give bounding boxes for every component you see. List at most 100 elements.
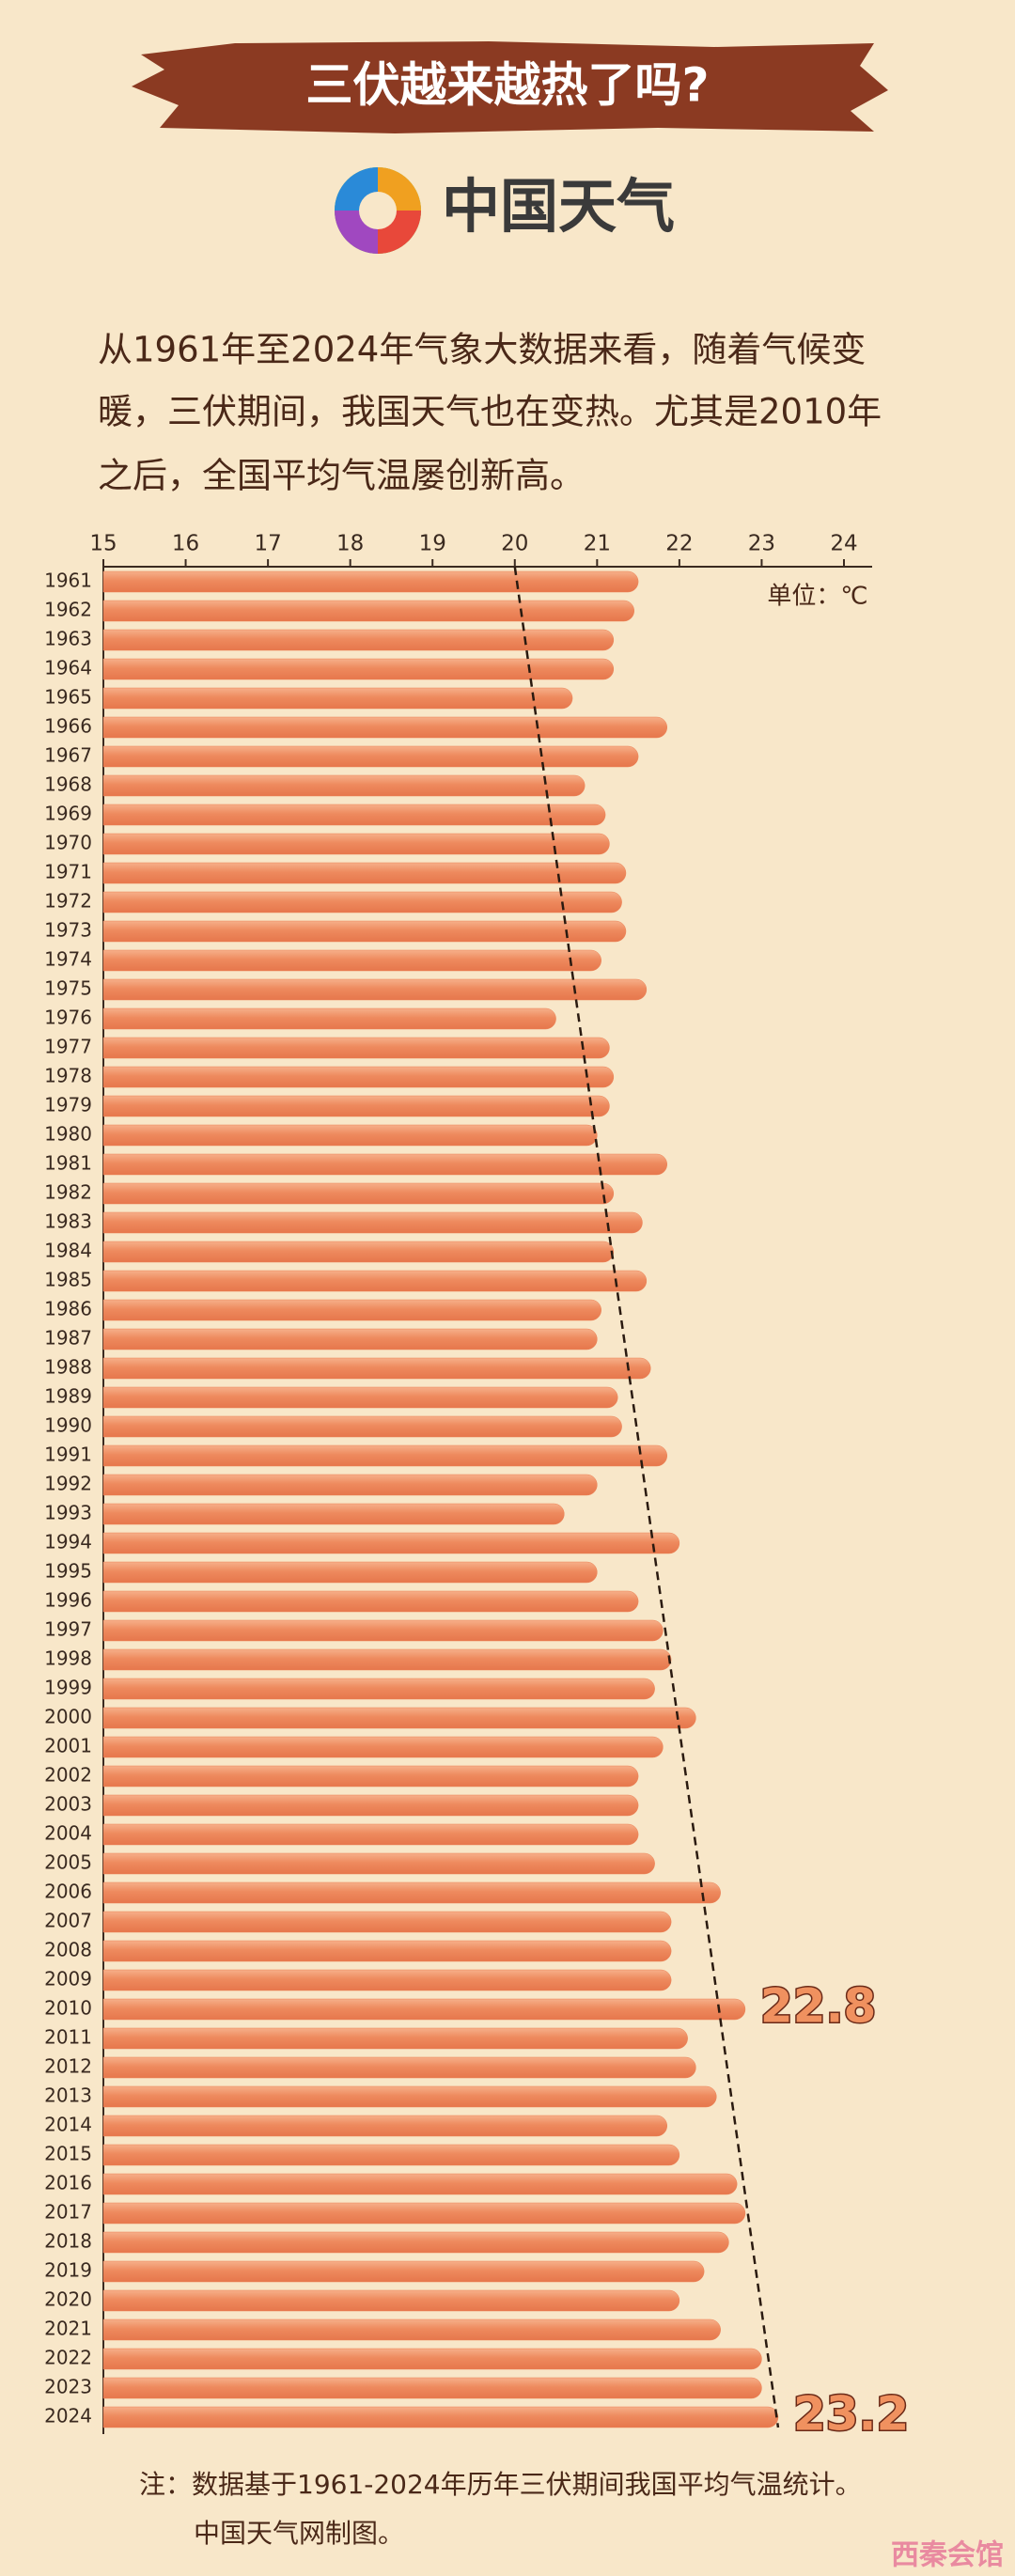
y-tick-label: 1973: [44, 919, 92, 942]
y-tick-label: 2019: [44, 2259, 92, 2282]
bar: [102, 1998, 746, 2021]
y-tick-label: 2012: [44, 2055, 92, 2078]
bar: [102, 1648, 672, 1671]
y-tick-label: 1986: [44, 1298, 92, 1320]
x-tick-label: 23: [748, 532, 775, 556]
y-tick-label: 1983: [44, 1210, 92, 1233]
title-banner: [132, 41, 888, 133]
y-tick-label: 2007: [44, 1910, 92, 1932]
y-tick-label: 1981: [44, 1152, 92, 1175]
y-tick-label: 2021: [44, 2318, 92, 2340]
bar: [102, 687, 573, 710]
bar: [102, 920, 627, 943]
logo-text: 中国天气: [442, 172, 675, 241]
bar: [102, 978, 648, 1001]
x-tick-label: 17: [254, 532, 281, 556]
unit-label: 单位：℃: [767, 583, 867, 611]
bar: [102, 1153, 667, 1176]
bar: [102, 833, 610, 855]
y-tick-label: 2005: [44, 1851, 92, 1874]
y-tick-label: 1964: [44, 657, 92, 679]
bar: [102, 1940, 672, 1962]
bar: [102, 1503, 565, 1525]
intro-line: 从1961年至2024年气象大数据来看，随着气候变: [98, 330, 866, 370]
bar: [102, 1678, 655, 1700]
y-tick-label: 1961: [44, 570, 92, 592]
bar: [102, 949, 601, 972]
intro-line: 之后，全国平均气温屡创新高。: [98, 456, 585, 496]
title: 三伏越来越热了吗?: [305, 58, 709, 113]
bar: [102, 1328, 598, 1350]
y-tick-label: 1962: [44, 599, 92, 621]
y-tick-label: 2020: [44, 2288, 92, 2311]
y-tick-label: 1994: [44, 1531, 92, 1553]
bar: [102, 1969, 672, 1991]
y-tick-label: 2013: [44, 2084, 92, 2107]
x-tick-label: 22: [665, 532, 693, 556]
y-tick-label: 1969: [44, 803, 92, 825]
y-tick-label: 2022: [44, 2347, 92, 2369]
bar: [102, 891, 622, 913]
bar: [102, 658, 615, 680]
y-tick-label: 2024: [44, 2405, 92, 2428]
bar: [102, 774, 586, 797]
bar: [102, 1095, 610, 1117]
y-tick-label: 2004: [44, 1822, 92, 1845]
y-tick-label: 2023: [44, 2376, 92, 2398]
y-tick-label: 1980: [44, 1123, 92, 1146]
y-tick-label: 1991: [44, 1444, 92, 1466]
bar: [102, 862, 627, 884]
x-tick-label: 16: [172, 532, 199, 556]
bar: [102, 1852, 655, 1875]
bar: [102, 1794, 639, 1817]
bar: [102, 1415, 622, 1438]
y-tick-label: 2011: [44, 2026, 92, 2049]
y-tick-label: 2002: [44, 1764, 92, 1787]
bar: [102, 570, 639, 593]
value-label: 22.8: [760, 1979, 876, 2034]
y-tick-label: 1984: [44, 1240, 92, 1262]
bar: [102, 1707, 696, 1729]
y-tick-label: 1997: [44, 1618, 92, 1641]
bar: [102, 1299, 601, 1321]
bar: [102, 1007, 556, 1030]
watermark: 西秦会馆: [891, 2539, 1004, 2572]
bar: [102, 1386, 618, 1409]
bar: [102, 1444, 667, 1467]
y-tick-label: 1996: [44, 1589, 92, 1612]
y-tick-label: 1975: [44, 977, 92, 1000]
y-tick-label: 1977: [44, 1036, 92, 1058]
y-tick-label: 2017: [44, 2201, 92, 2224]
y-tick-label: 2016: [44, 2172, 92, 2194]
y-tick-label: 2015: [44, 2143, 92, 2165]
y-tick-label: 1979: [44, 1094, 92, 1116]
bar: [102, 1037, 610, 1059]
trend-line: [513, 566, 780, 2428]
x-tick-label: 24: [830, 532, 857, 556]
bar: [102, 716, 667, 739]
bar: [102, 1765, 639, 1788]
bar: [102, 1357, 651, 1380]
y-tick-label: 1990: [44, 1414, 92, 1437]
bar: [102, 2173, 738, 2195]
y-tick-label: 1965: [44, 686, 92, 709]
bar: [102, 1270, 648, 1292]
y-tick-label: 2014: [44, 2114, 92, 2136]
bar: [102, 745, 639, 768]
bar: [102, 2085, 717, 2108]
bar: [102, 1619, 664, 1642]
bar: [102, 804, 606, 826]
bar: [102, 1241, 615, 1263]
bar: [102, 1881, 721, 1904]
y-tick-label: 2001: [44, 1735, 92, 1757]
bar: [102, 2318, 721, 2341]
bar: [102, 1911, 672, 1933]
bar: [102, 600, 634, 622]
y-tick-label: 2006: [44, 1881, 92, 1903]
y-tick-label: 1992: [44, 1473, 92, 1495]
bar: [102, 2260, 705, 2283]
y-tick-label: 2000: [44, 1706, 92, 1728]
y-tick-label: 1968: [44, 773, 92, 796]
bar: [102, 2231, 729, 2254]
